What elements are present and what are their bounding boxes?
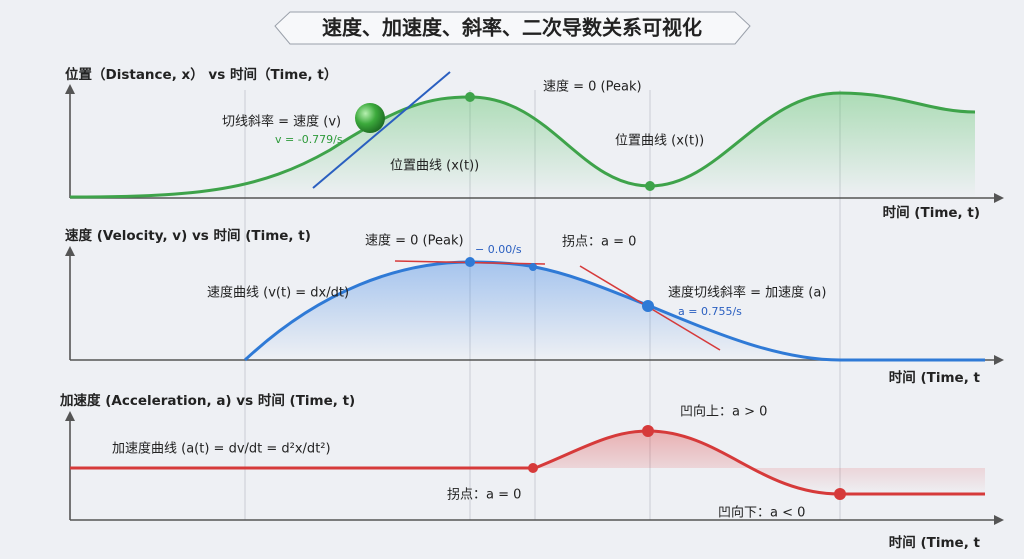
annotation: a = 0.755/s (678, 305, 742, 318)
annotation: 拐点：a = 0 (562, 235, 636, 250)
velocity-panel (65, 246, 1004, 365)
x-axis-label: 时间 (Time, t (889, 534, 981, 551)
y-axis-label: 加速度 (Acceleration, a) vs 时间 (Time, t) (59, 392, 355, 409)
annotation: v = -0.779/s (275, 133, 343, 146)
annotation: 位置曲线 (x(t)) (615, 134, 704, 149)
title-banner: 速度、加速度、斜率、二次导数关系可视化 (274, 11, 751, 45)
title: 速度、加速度、斜率、二次导数关系可视化 (322, 16, 702, 40)
acceleration-panel (65, 411, 1004, 525)
y-axis-label: 位置（Distance, x） vs 时间（Time, t） (65, 66, 337, 83)
annotation: 拐点：a = 0 (447, 488, 521, 503)
x-axis-label: 时间 (Time, t (889, 369, 981, 386)
annotation: 加速度曲线 (a(t) = dv/dt = d²x/dt²) (112, 441, 331, 457)
position-panel (65, 71, 1004, 203)
annotation: 位置曲线 (x(t)) (390, 159, 479, 174)
y-axis-label: 速度 (Velocity, v) vs 时间 (Time, t) (65, 227, 311, 244)
labels: 位置（Distance, x） vs 时间（Time, t） 时间 (Time, … (59, 66, 981, 551)
annotation: 速度 = 0 (Peak) (543, 79, 642, 95)
annotation: 速度切线斜率 = 加速度 (a) (668, 285, 826, 301)
annotation: 切线斜率 = 速度 (v) (222, 114, 341, 130)
annotation: 速度曲线 (v(t) = dx/dt) (207, 285, 349, 301)
annotation: 速度 = 0 (Peak) (365, 233, 464, 249)
annotation: − 0.00/s (475, 243, 522, 256)
annotation: 凹向下：a < 0 (718, 505, 805, 521)
x-axis-label: 时间 (Time, t) (883, 204, 980, 221)
annotation: 凹向上：a > 0 (680, 404, 767, 420)
